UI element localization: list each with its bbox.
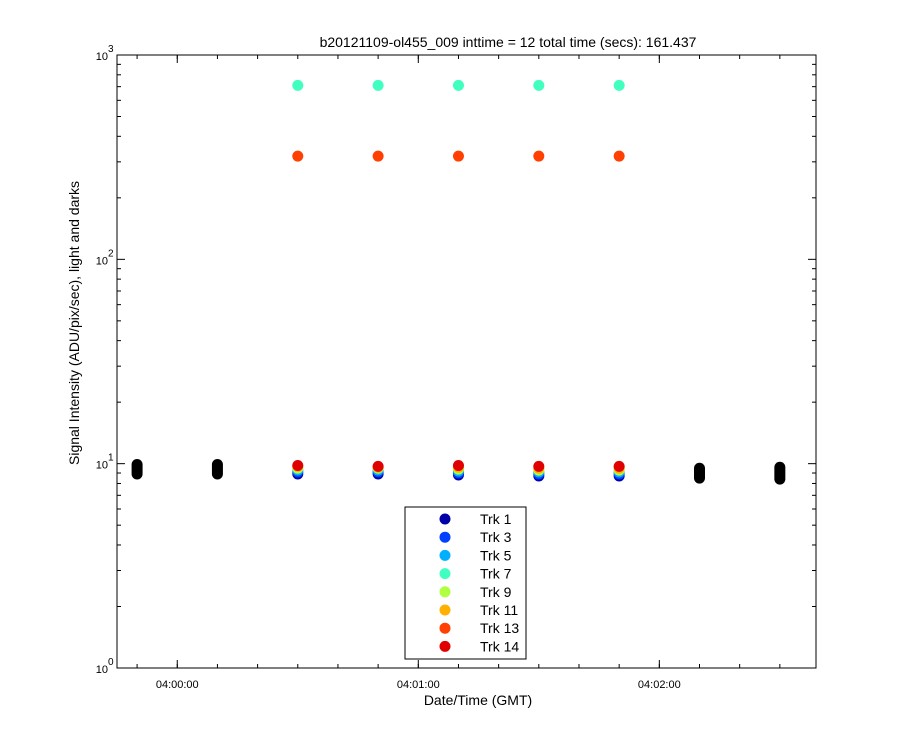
y-axis-label: Signal Intensity (ADU/pix/sec), light an… xyxy=(66,181,82,465)
point-trk-13 xyxy=(372,150,384,162)
point-trk-7 xyxy=(533,79,545,91)
point-trk-13 xyxy=(613,150,625,162)
y-tick-label: 10 xyxy=(96,664,108,676)
legend-label: Trk 14 xyxy=(480,638,519,654)
point-trk-7 xyxy=(613,79,625,91)
legend-marker xyxy=(439,531,451,543)
x-axis-label: Date/Time (GMT) xyxy=(424,692,532,708)
legend-label: Trk 1 xyxy=(480,511,512,527)
point-trk-14 xyxy=(452,459,464,471)
point-trk-7 xyxy=(372,79,384,91)
legend-marker xyxy=(439,640,451,652)
point-trk-14 xyxy=(292,459,304,471)
legend-marker xyxy=(439,513,451,525)
legend-marker xyxy=(439,568,451,580)
chart-title: b20121109-ol455_009 inttime = 12 total t… xyxy=(320,34,697,50)
legend-label: Trk 11 xyxy=(480,602,518,618)
legend: Trk 1 Trk 3 Trk 5 Trk 7 Trk 9 Trk 11 Trk 13 Trk… xyxy=(404,506,527,660)
point-trk-13 xyxy=(292,150,304,162)
legend-marker xyxy=(439,604,451,616)
legend-label: Trk 9 xyxy=(480,584,512,600)
point-trk-14 xyxy=(613,460,625,472)
y-tick-exponent: 0 xyxy=(108,657,114,668)
point-trk-7 xyxy=(452,79,464,91)
x-tick-label: 04:02:00 xyxy=(638,679,681,691)
legend-label: Trk 7 xyxy=(480,566,512,582)
point-trk-14 xyxy=(372,460,384,472)
y-tick-label: 10 xyxy=(96,255,108,267)
y-tick-label: 10 xyxy=(96,460,108,472)
legend-marker xyxy=(439,622,451,634)
point-trk-7 xyxy=(292,79,304,91)
legend-box xyxy=(404,506,527,660)
plot-frame xyxy=(116,54,817,669)
point-trk-14 xyxy=(533,460,545,472)
legend-marker xyxy=(439,549,451,561)
legend-label: Trk 3 xyxy=(480,529,512,545)
legend-label: Trk 13 xyxy=(480,620,519,636)
x-tick-label: 04:00:00 xyxy=(156,679,199,691)
y-tick-exponent: 2 xyxy=(108,248,114,259)
y-tick-exponent: 1 xyxy=(108,453,114,464)
legend-marker xyxy=(439,586,451,598)
point-trk-13 xyxy=(533,150,545,162)
legend-label: Trk 5 xyxy=(480,547,512,563)
point-trk-13 xyxy=(452,150,464,162)
points-layer xyxy=(131,79,786,485)
x-tick-label: 04:01:00 xyxy=(397,679,440,691)
y-tick-label: 10 xyxy=(96,51,108,63)
y-tick-exponent: 3 xyxy=(108,44,114,55)
